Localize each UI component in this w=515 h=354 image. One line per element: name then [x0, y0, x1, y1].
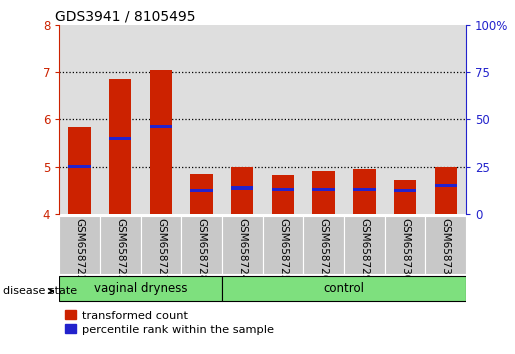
Bar — [385, 25, 425, 214]
Text: GSM658722: GSM658722 — [75, 218, 84, 282]
Bar — [303, 25, 344, 214]
Bar — [141, 216, 181, 274]
Bar — [435, 184, 457, 187]
Bar — [353, 169, 375, 214]
Bar — [222, 216, 263, 274]
Bar — [191, 174, 213, 214]
Text: vaginal dryness: vaginal dryness — [94, 282, 187, 295]
Bar — [353, 188, 375, 191]
Text: GSM658723: GSM658723 — [115, 218, 125, 282]
Text: GSM658729: GSM658729 — [359, 218, 369, 282]
Bar — [344, 216, 385, 274]
Text: GSM658726: GSM658726 — [319, 218, 329, 282]
Bar — [303, 216, 344, 274]
FancyBboxPatch shape — [59, 276, 222, 301]
Bar — [394, 189, 416, 192]
Bar — [59, 216, 100, 274]
Bar — [313, 171, 335, 214]
Bar — [394, 180, 416, 214]
Bar — [222, 25, 263, 214]
Bar — [109, 79, 131, 214]
Bar — [100, 216, 141, 274]
Bar — [150, 125, 172, 128]
Bar — [425, 216, 466, 274]
Bar — [181, 216, 222, 274]
Text: GSM658725: GSM658725 — [278, 218, 288, 282]
Text: GSM658724: GSM658724 — [237, 218, 247, 282]
Bar — [109, 137, 131, 140]
Legend: transformed count, percentile rank within the sample: transformed count, percentile rank withi… — [65, 310, 274, 335]
Bar — [231, 187, 253, 190]
Bar — [425, 25, 466, 214]
Text: GSM658731: GSM658731 — [441, 218, 451, 282]
Bar — [100, 25, 141, 214]
Text: disease state: disease state — [3, 286, 77, 296]
Bar — [150, 70, 172, 214]
Bar — [191, 189, 213, 192]
Bar — [68, 127, 91, 214]
Text: GDS3941 / 8105495: GDS3941 / 8105495 — [55, 10, 196, 24]
Bar — [263, 216, 303, 274]
Bar — [385, 216, 425, 274]
Text: GSM658727: GSM658727 — [156, 218, 166, 282]
Bar — [68, 165, 91, 169]
Text: GSM658728: GSM658728 — [197, 218, 207, 282]
Bar — [141, 25, 181, 214]
Bar — [344, 25, 385, 214]
Bar — [231, 167, 253, 214]
Bar — [435, 167, 457, 214]
Bar — [263, 25, 303, 214]
Bar — [272, 188, 294, 191]
Bar — [181, 25, 222, 214]
Bar — [59, 25, 100, 214]
Text: control: control — [323, 282, 365, 295]
FancyBboxPatch shape — [222, 276, 466, 301]
Bar — [272, 175, 294, 214]
Bar — [313, 188, 335, 191]
Text: GSM658730: GSM658730 — [400, 218, 410, 281]
